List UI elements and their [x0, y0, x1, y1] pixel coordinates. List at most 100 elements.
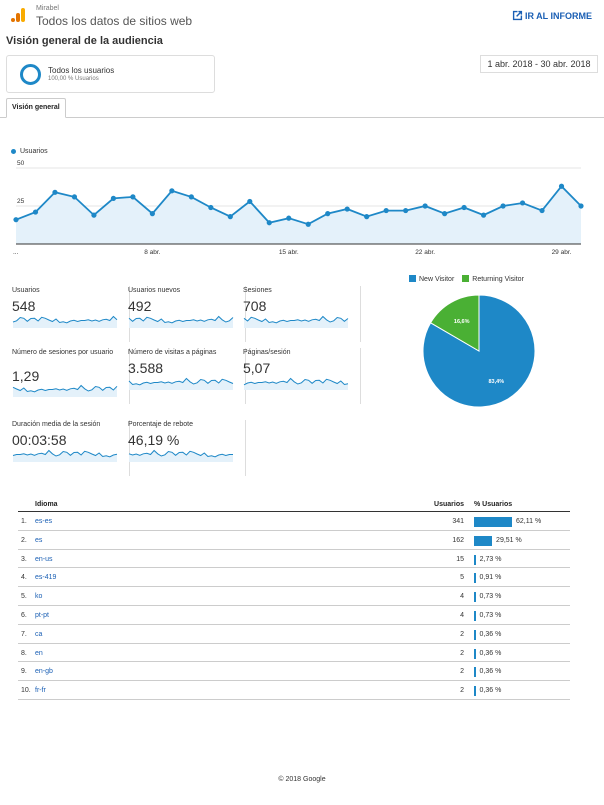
data-point[interactable] — [266, 220, 272, 226]
row-index: 7. — [21, 630, 27, 638]
data-point[interactable] — [130, 194, 136, 200]
metric-card[interactable]: Número de sesiones por usuario 1,29 — [12, 348, 130, 404]
data-point[interactable] — [442, 211, 448, 217]
metric-card[interactable]: Páginas/sesión 5,07 — [243, 348, 361, 404]
data-point[interactable] — [519, 200, 526, 206]
data-point[interactable] — [364, 214, 370, 220]
go-to-report-link[interactable]: IR AL INFORME — [512, 10, 592, 21]
language-link[interactable]: fr-fr — [35, 687, 46, 695]
metric-label: Páginas/sesión — [243, 349, 291, 356]
language-link[interactable]: en-gb — [35, 668, 53, 676]
metric-card[interactable]: Duración media de la sesión 00:03:58 — [12, 420, 130, 476]
data-point[interactable] — [461, 204, 467, 211]
sparkline — [128, 377, 234, 390]
data-point[interactable] — [110, 195, 117, 201]
language-link[interactable]: pt-pt — [35, 611, 50, 619]
metric-card[interactable]: Sesiones 708 — [243, 286, 361, 342]
language-link[interactable]: ko — [35, 593, 43, 601]
data-point[interactable] — [188, 194, 194, 200]
metric-value: 00:03:58 — [12, 432, 67, 448]
x-tick-label: 8 abr. — [144, 249, 160, 256]
data-point[interactable] — [32, 209, 39, 215]
row-users: 5 — [460, 574, 464, 582]
table-row: 9. en-gb 2 0,36 % — [18, 662, 570, 682]
header-language: Idioma — [35, 501, 58, 508]
data-point[interactable] — [71, 194, 78, 200]
data-point[interactable] — [558, 183, 565, 189]
data-point[interactable] — [422, 203, 428, 209]
data-point[interactable] — [325, 211, 331, 217]
language-link[interactable]: es-419 — [35, 574, 57, 582]
sparkline-line — [243, 315, 349, 324]
sparkline — [12, 449, 118, 462]
table-row: 4. es-419 5 0,91 % — [18, 568, 570, 588]
metric-card[interactable]: Porcentaje de rebote 46,19 % — [128, 420, 246, 476]
data-point[interactable] — [539, 207, 545, 214]
language-link[interactable]: en — [35, 649, 43, 657]
pct-bar — [474, 667, 476, 678]
metric-card[interactable]: Usuarios 548 — [12, 286, 130, 342]
y-tick-label: 25 — [17, 198, 25, 205]
metric-value: 1,29 — [12, 368, 40, 384]
metric-card[interactable]: Usuarios nuevos 492 — [128, 286, 246, 342]
page-title: Visión general de la audiencia — [6, 35, 163, 47]
chart-legend: Usuarios — [11, 148, 48, 155]
tab-overview[interactable]: Visión general — [6, 98, 66, 118]
pie-slice[interactable] — [429, 294, 480, 352]
data-point[interactable] — [52, 189, 58, 195]
data-point[interactable] — [169, 188, 175, 194]
data-point[interactable] — [480, 212, 487, 218]
data-point[interactable] — [305, 221, 311, 227]
data-point[interactable] — [13, 217, 19, 223]
language-link[interactable]: en-us — [35, 555, 53, 563]
metric-label: Número de visitas a páginas — [128, 349, 217, 356]
table-row: 6. pt-pt 4 0,73 % — [18, 606, 570, 625]
metric-card[interactable]: Número de visitas a páginas 3.588 — [128, 348, 246, 404]
data-point[interactable] — [227, 214, 233, 220]
data-point[interactable] — [383, 207, 389, 214]
data-point[interactable] — [500, 203, 506, 209]
x-tick-label: 29 abr. — [552, 249, 572, 256]
language-link[interactable]: es — [35, 536, 43, 544]
row-pct: 0,91 % — [479, 574, 502, 582]
legend-square-icon — [462, 275, 470, 282]
data-point[interactable] — [344, 206, 350, 212]
data-point[interactable] — [578, 203, 584, 209]
table-row: 3. en-us 15 2,73 % — [18, 550, 570, 569]
sparkline-area — [13, 316, 117, 328]
header-users: Usuarios — [434, 501, 464, 508]
language-link[interactable]: es-es — [35, 518, 53, 525]
pie-legend-new-label: New Visitor — [419, 276, 455, 283]
row-users: 2 — [460, 649, 464, 657]
data-point[interactable] — [247, 198, 253, 205]
data-point[interactable] — [403, 207, 409, 214]
sparkline-area — [244, 316, 348, 328]
language-link[interactable]: ca — [35, 630, 43, 638]
pct-bar — [474, 592, 476, 603]
row-users: 2 — [460, 687, 464, 695]
segment-card[interactable]: Todos los usuarios 100,00 % Usuarios — [6, 55, 215, 93]
metric-label: Sesiones — [243, 287, 272, 294]
metric-value: 492 — [128, 298, 152, 314]
pct-bar — [474, 573, 476, 584]
sparkline — [243, 315, 349, 328]
x-tick-label: 15 abr. — [279, 249, 299, 256]
data-point[interactable] — [208, 204, 214, 211]
sparkline-line — [128, 377, 234, 386]
data-point[interactable] — [149, 211, 155, 217]
date-range-picker[interactable]: 1 abr. 2018 - 30 abr. 2018 — [480, 55, 598, 73]
table-row: 10. fr-fr 2 0,36 % — [18, 681, 570, 700]
footer-copyright: © 2018 Google — [278, 776, 326, 783]
segment-name: Todos los usuarios — [48, 66, 115, 75]
segment-ring-icon — [20, 64, 41, 85]
y-tick-label: 50 — [17, 160, 25, 167]
data-point[interactable] — [286, 215, 292, 221]
row-pct: 62,11 % — [516, 518, 542, 525]
row-users: 341 — [452, 518, 464, 525]
data-point[interactable] — [91, 212, 97, 218]
row-users: 4 — [460, 611, 464, 619]
row-pct: 0,36 % — [479, 687, 502, 695]
row-pct: 2,73 % — [479, 555, 502, 563]
metric-value: 5,07 — [243, 360, 271, 376]
row-users: 162 — [452, 536, 464, 544]
